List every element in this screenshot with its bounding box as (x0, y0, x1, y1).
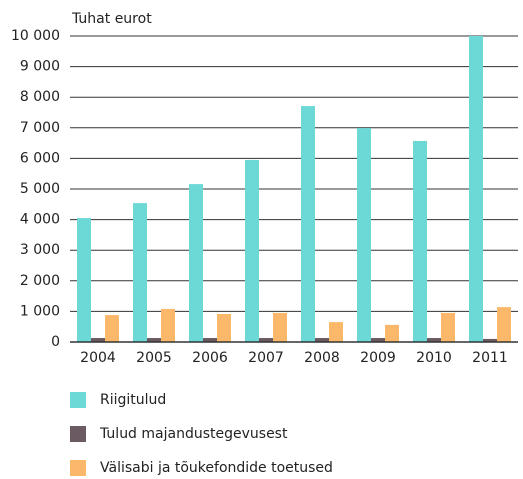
bar (385, 324, 399, 342)
bar (217, 314, 231, 342)
x-tick-label: 2005 (136, 350, 172, 366)
legend-swatch (70, 460, 86, 476)
bar (77, 218, 91, 342)
y-tick-label: 0 (51, 334, 60, 350)
bar (427, 338, 441, 342)
y-tick-label: 9 000 (20, 59, 60, 75)
bar (189, 184, 203, 342)
bar (105, 315, 119, 342)
bar (441, 312, 455, 342)
bar (497, 307, 511, 342)
x-tick-label: 2006 (192, 350, 228, 366)
y-tick-label: 8 000 (20, 89, 60, 105)
bar (273, 312, 287, 342)
bar (203, 338, 217, 342)
y-axis-label: Tuhat eurot (71, 11, 152, 27)
bar (245, 159, 259, 342)
bar (91, 338, 105, 342)
bar (259, 338, 273, 342)
x-tick-label: 2008 (304, 350, 340, 366)
y-tick-label: 4 000 (20, 212, 60, 228)
legend-swatch (70, 392, 86, 408)
y-tick-label: 10 000 (11, 28, 60, 44)
bar (147, 338, 161, 342)
legend-label: Tulud majandustegevusest (99, 426, 288, 442)
y-tick-label: 5 000 (20, 181, 60, 197)
bar (301, 106, 315, 342)
bar (483, 338, 497, 342)
bar (469, 36, 483, 342)
y-tick-label: 1 000 (20, 303, 60, 319)
y-tick-label: 2 000 (20, 273, 60, 289)
bar (133, 203, 147, 342)
legend-label: Riigitulud (100, 392, 166, 408)
bar (161, 308, 175, 342)
x-tick-label: 2004 (80, 350, 116, 366)
y-tick-label: 7 000 (20, 120, 60, 136)
x-tick-label: 2007 (248, 350, 284, 366)
y-tick-label: 6 000 (20, 150, 60, 166)
bar (329, 322, 343, 342)
bar (315, 338, 329, 342)
legend-swatch (70, 426, 86, 442)
x-tick-label: 2010 (416, 350, 452, 366)
legend-label: Välisabi ja tõukefondide toetused (100, 460, 333, 476)
x-tick-label: 2011 (472, 350, 508, 366)
bar (413, 140, 427, 342)
y-tick-label: 3 000 (20, 242, 60, 258)
bar (357, 128, 371, 342)
bar (371, 338, 385, 342)
x-tick-label: 2009 (360, 350, 396, 366)
